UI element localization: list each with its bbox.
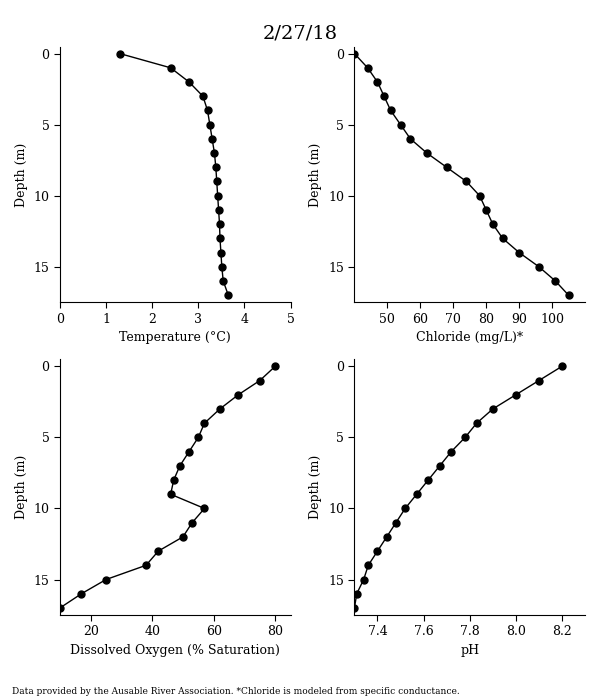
Text: 2/27/18: 2/27/18 <box>262 25 338 43</box>
Y-axis label: Depth (m): Depth (m) <box>15 142 28 206</box>
X-axis label: Dissolved Oxygen (% Saturation): Dissolved Oxygen (% Saturation) <box>70 644 280 657</box>
Y-axis label: Depth (m): Depth (m) <box>310 142 322 206</box>
Y-axis label: Depth (m): Depth (m) <box>310 455 322 519</box>
X-axis label: pH: pH <box>460 644 479 657</box>
Y-axis label: Depth (m): Depth (m) <box>15 455 28 519</box>
Text: Data provided by the Ausable River Association. *Chloride is modeled from specif: Data provided by the Ausable River Assoc… <box>12 687 460 696</box>
X-axis label: Temperature (°C): Temperature (°C) <box>119 331 231 344</box>
X-axis label: Chloride (mg/L)*: Chloride (mg/L)* <box>416 331 523 344</box>
